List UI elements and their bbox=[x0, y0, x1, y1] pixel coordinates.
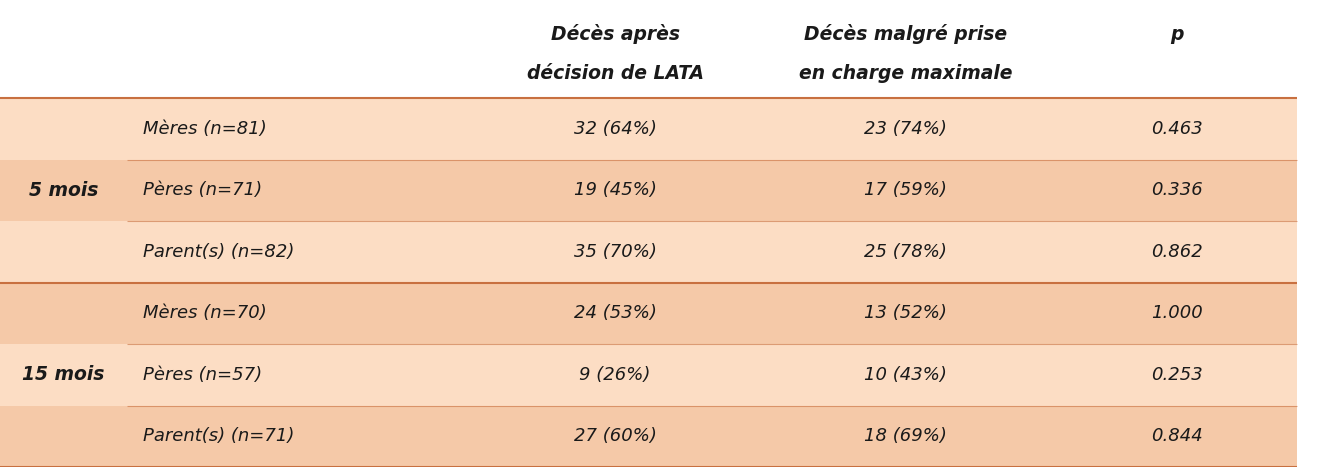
Text: 0.463: 0.463 bbox=[1151, 120, 1202, 138]
Text: 32 (64%): 32 (64%) bbox=[574, 120, 656, 138]
Text: 18 (69%): 18 (69%) bbox=[865, 427, 947, 445]
Text: 17 (59%): 17 (59%) bbox=[865, 181, 947, 199]
Text: 15 mois: 15 mois bbox=[23, 365, 104, 384]
Text: 23 (74%): 23 (74%) bbox=[865, 120, 947, 138]
Bar bbox=[0, 221, 1297, 283]
Text: 19 (45%): 19 (45%) bbox=[574, 181, 656, 199]
Bar bbox=[0, 405, 1297, 467]
Text: 0.336: 0.336 bbox=[1151, 181, 1202, 199]
Text: p: p bbox=[1170, 25, 1183, 44]
Text: Mères (n=70): Mères (n=70) bbox=[143, 304, 267, 322]
Text: Décès après: Décès après bbox=[551, 24, 679, 44]
Bar bbox=[0, 283, 1297, 344]
Text: Décès malgré prise: Décès malgré prise bbox=[805, 24, 1007, 44]
Text: Pères (n=71): Pères (n=71) bbox=[143, 181, 262, 199]
Text: Pères (n=57): Pères (n=57) bbox=[143, 366, 262, 384]
Text: 9 (26%): 9 (26%) bbox=[579, 366, 651, 384]
Bar bbox=[0, 344, 1297, 405]
Text: 13 (52%): 13 (52%) bbox=[865, 304, 947, 322]
Text: Mères (n=81): Mères (n=81) bbox=[143, 120, 267, 138]
Text: 0.862: 0.862 bbox=[1151, 243, 1202, 261]
Text: 5 mois: 5 mois bbox=[29, 181, 98, 200]
Text: en charge maximale: en charge maximale bbox=[800, 64, 1012, 83]
Text: Parent(s) (n=82): Parent(s) (n=82) bbox=[143, 243, 294, 261]
Bar bbox=[0, 160, 1297, 221]
Bar bbox=[0, 98, 1297, 160]
Text: 1.000: 1.000 bbox=[1151, 304, 1202, 322]
Text: 25 (78%): 25 (78%) bbox=[865, 243, 947, 261]
Text: Parent(s) (n=71): Parent(s) (n=71) bbox=[143, 427, 294, 445]
Text: 24 (53%): 24 (53%) bbox=[574, 304, 656, 322]
Text: 35 (70%): 35 (70%) bbox=[574, 243, 656, 261]
Text: décision de LATA: décision de LATA bbox=[527, 64, 703, 83]
Text: 0.844: 0.844 bbox=[1151, 427, 1202, 445]
Text: 27 (60%): 27 (60%) bbox=[574, 427, 656, 445]
Text: 10 (43%): 10 (43%) bbox=[865, 366, 947, 384]
Text: 0.253: 0.253 bbox=[1151, 366, 1202, 384]
